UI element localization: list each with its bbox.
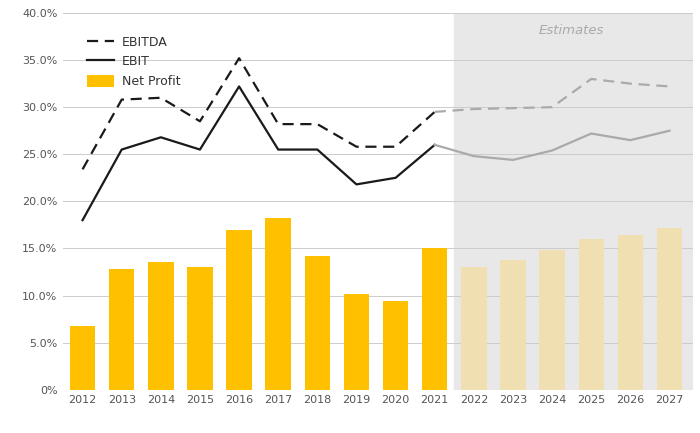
Bar: [70, 326, 95, 390]
Bar: [500, 260, 526, 390]
Bar: [187, 267, 213, 390]
Bar: [226, 229, 252, 390]
Bar: [383, 301, 408, 390]
Legend: EBITDA, EBIT, Net Profit: EBITDA, EBIT, Net Profit: [82, 31, 186, 93]
Bar: [148, 262, 174, 390]
Bar: [422, 249, 447, 390]
Text: Estimates: Estimates: [539, 24, 604, 37]
Bar: [578, 239, 604, 390]
Bar: [304, 256, 330, 390]
Bar: [109, 269, 134, 390]
Bar: [617, 235, 643, 390]
Bar: [540, 250, 565, 390]
Bar: [461, 267, 486, 390]
Bar: [454, 13, 693, 390]
Bar: [657, 228, 682, 390]
Bar: [265, 218, 291, 390]
Bar: [344, 294, 369, 390]
